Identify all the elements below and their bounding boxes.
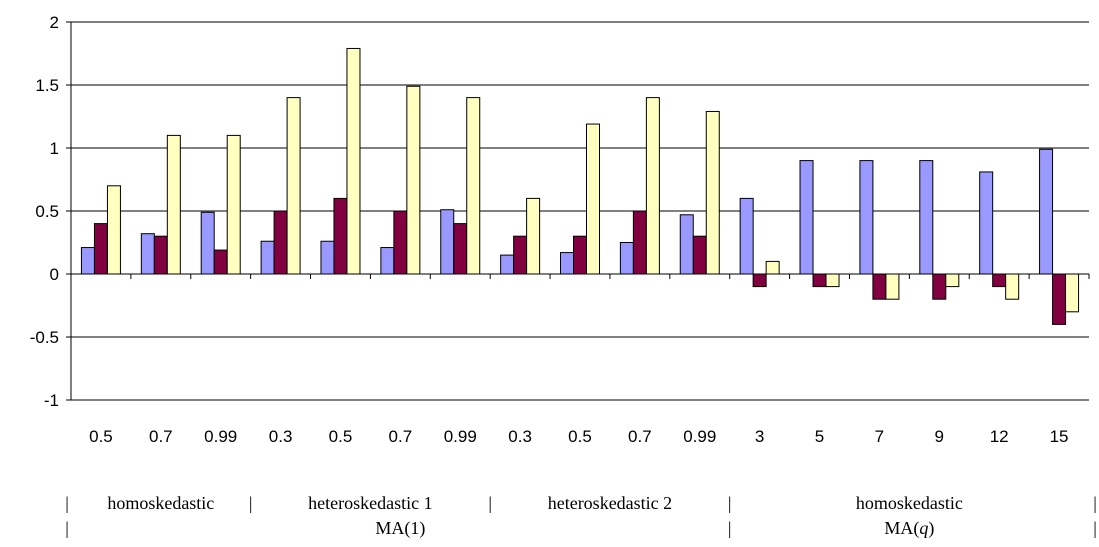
bar-series-1 <box>500 254 515 275</box>
bar-series-3 <box>106 185 121 275</box>
bar-series-1 <box>140 233 155 275</box>
bar-series-3 <box>226 134 241 275</box>
y-tick-labels: 2 1.5 1 0.5 0 -0.5 -1 <box>30 13 59 410</box>
group-label-process: MA(1) <box>375 518 426 538</box>
bar-series-2 <box>1052 273 1067 325</box>
group-separator: | <box>1093 493 1097 513</box>
group-label-condition: homoskedastic <box>855 493 963 513</box>
bar-series-2 <box>992 273 1007 288</box>
bar-series-2 <box>513 235 528 275</box>
axis-layer <box>66 21 1090 401</box>
bar-series-3 <box>825 273 840 288</box>
bar-series-1 <box>320 240 335 275</box>
bar-series-2 <box>752 273 767 288</box>
x-tick-label: 0.99 <box>444 427 477 446</box>
bar-series-3 <box>885 273 900 300</box>
x-tick-label: 0.7 <box>389 427 413 446</box>
y-tick-label: 2 <box>50 13 59 32</box>
x-tick-label: 0.99 <box>204 427 237 446</box>
bar-series-1 <box>560 252 574 275</box>
group-label-variable: q <box>919 518 929 538</box>
x-tick-label: 0.5 <box>329 427 353 446</box>
y-tick-label: -0.5 <box>30 328 59 347</box>
bar-series-3 <box>406 85 421 275</box>
bar-series-3 <box>346 47 361 275</box>
x-tick-label: 0.5 <box>568 427 592 446</box>
bar-series-3 <box>586 123 600 275</box>
x-tick-label: 0.5 <box>89 427 113 446</box>
x-tick-label: 0.7 <box>628 427 652 446</box>
bar-series-3 <box>645 97 660 275</box>
group-separator: | <box>248 493 253 513</box>
group-label-prefix: MA( <box>884 518 920 538</box>
y-tick-label: 1.5 <box>35 76 59 95</box>
bar-series-3 <box>705 110 720 275</box>
group-separator: | <box>727 518 732 538</box>
bar-series-1 <box>739 197 754 275</box>
bar-series-2 <box>153 235 168 275</box>
bar-series-1 <box>679 214 694 275</box>
bar-series-1 <box>260 240 275 275</box>
bar-series-1 <box>919 160 934 275</box>
grid-layer <box>71 21 1089 401</box>
x-tick-label: 7 <box>875 427 884 446</box>
group-label-condition: heteroskedastic 2 <box>547 493 673 513</box>
bar-series-3 <box>1005 273 1020 300</box>
group-label-process: MA(q) <box>884 518 934 539</box>
bar-series-1 <box>380 247 395 275</box>
bar-series-3 <box>1065 273 1080 313</box>
bar-series-2 <box>932 273 947 300</box>
bar-series-1 <box>80 247 95 275</box>
bar-series-1 <box>440 209 455 275</box>
bar-series-3 <box>166 134 181 275</box>
x-tick-label: 9 <box>935 427 944 446</box>
group-label-suffix: ) <box>928 518 935 538</box>
bar-series-1 <box>859 160 874 275</box>
bar-series-2 <box>812 273 827 288</box>
bar-series-1 <box>200 211 215 275</box>
x-tick-label: 0.99 <box>683 427 716 446</box>
y-tick-label: -1 <box>44 391 59 410</box>
x-tick-label: 3 <box>755 427 764 446</box>
group-label-condition: homoskedastic <box>107 493 215 513</box>
bar-series-3 <box>945 273 960 288</box>
x-tick-label: 0.3 <box>269 427 293 446</box>
group-separator: | <box>488 493 492 513</box>
bars-layer <box>80 47 1080 325</box>
y-tick-label: 0.5 <box>35 202 59 221</box>
bar-series-2 <box>453 223 468 275</box>
bar-series-3 <box>765 260 780 275</box>
x-tick-label: 0.7 <box>149 427 173 446</box>
y-tick-label: 0 <box>50 265 59 284</box>
bar-series-2 <box>872 273 887 300</box>
bar-series-3 <box>526 197 541 275</box>
group-separator: | <box>727 493 732 513</box>
y-tick-label: 1 <box>50 139 59 158</box>
bar-series-2 <box>393 210 408 275</box>
bar-series-1 <box>619 242 634 275</box>
x-tick-label: 12 <box>990 427 1009 446</box>
x-tick-label: 0.3 <box>508 427 532 446</box>
bar-series-3 <box>466 97 481 275</box>
bar-series-3 <box>286 97 301 275</box>
bar-series-1 <box>1039 148 1054 275</box>
bar-series-2 <box>213 249 228 275</box>
bar-series-2 <box>692 235 707 275</box>
x-tick-labels: 0.5 0.7 0.99 0.3 0.5 0.7 0.99 0.3 0.5 0.7 0.99 3 5 7 9… <box>89 427 1068 446</box>
bar-series-2 <box>273 210 288 275</box>
bar-series-2 <box>573 235 587 275</box>
x-tick-label: 15 <box>1050 427 1069 446</box>
group-separator: | <box>1093 518 1097 538</box>
bar-series-2 <box>93 223 108 275</box>
group-separator: | <box>65 518 69 538</box>
group-separator: | <box>65 493 69 513</box>
bar-series-1 <box>979 171 994 275</box>
x-tick-label: 5 <box>815 427 824 446</box>
group-label-condition: heteroskedastic 1 <box>308 493 433 513</box>
bar-series-2 <box>632 210 647 275</box>
bar-series-2 <box>333 197 348 275</box>
bar-series-1 <box>799 160 814 275</box>
